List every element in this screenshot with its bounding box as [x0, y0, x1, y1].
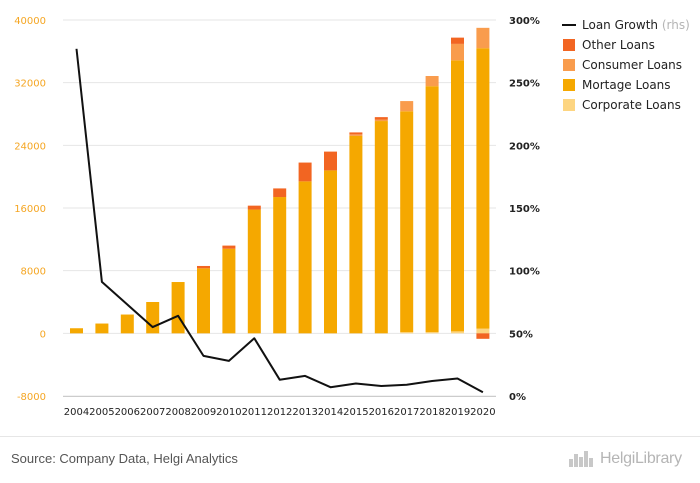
x-tick-label: 2012 — [267, 407, 292, 418]
bar-segment — [70, 328, 83, 334]
loan-growth-line — [75, 48, 484, 394]
x-tick-label: 2007 — [140, 407, 165, 418]
bar-segment — [349, 132, 363, 135]
x-tick-label: 2009 — [191, 407, 216, 418]
city-skyline-icon — [569, 451, 593, 467]
legend-color-swatch — [563, 79, 575, 91]
bar-segment — [400, 111, 414, 333]
right-tick-label: 100% — [509, 267, 540, 278]
bar-segment — [374, 121, 388, 334]
right-axis-ticks: 300% 250% 200% 150% 100% 50% 0% — [509, 16, 540, 403]
x-tick-label: 2013 — [292, 407, 317, 418]
left-tick-label: 16000 — [14, 204, 46, 215]
x-tick-label: 2017 — [394, 407, 419, 418]
legend-item: Corporate Loans — [563, 98, 681, 112]
left-tick-label: -8000 — [17, 392, 46, 403]
left-tick-label: 24000 — [14, 141, 46, 152]
bar-segment — [451, 43, 464, 61]
bar-segment — [349, 134, 363, 136]
bar-segment — [476, 48, 490, 329]
bar-segment — [451, 60, 464, 332]
left-axis-ticks: 40000 32000 24000 16000 8000 0 -8000 — [14, 16, 46, 403]
left-tick-label: 0 — [40, 329, 46, 340]
legend-note: (rhs) — [658, 18, 690, 32]
bar-segment — [247, 205, 261, 210]
source-note: Source: Company Data, Helgi Analytics — [11, 451, 238, 466]
legend-item: Loan Growth (rhs) — [562, 18, 690, 32]
right-tick-label: 150% — [509, 204, 540, 215]
x-tick-label: 2006 — [115, 407, 140, 418]
bar-segment — [400, 101, 414, 112]
bar-segment — [146, 302, 160, 334]
x-tick-label: 2010 — [216, 407, 241, 418]
bar-segment — [425, 86, 439, 333]
bar-segment — [324, 170, 337, 334]
bar-segment — [476, 328, 490, 334]
bar-segment — [197, 265, 210, 269]
legend: Loan Growth (rhs) Other Loans Consumer Loa… — [562, 18, 690, 112]
right-tick-label: 200% — [509, 141, 540, 152]
bar-segment — [425, 76, 439, 87]
right-tick-label: 250% — [509, 79, 540, 90]
x-axis-ticks: 2004 2005 2006 2007 2008 2009 2010 2011 2012 2013… — [64, 407, 496, 418]
x-tick-label: 2011 — [242, 407, 267, 418]
bar-segment — [95, 323, 109, 334]
bar-segment — [247, 209, 261, 334]
bar-segment — [349, 135, 363, 334]
legend-color-swatch — [563, 59, 575, 71]
left-tick-label: 32000 — [14, 79, 46, 90]
right-tick-label: 50% — [509, 329, 533, 340]
x-tick-label: 2016 — [369, 407, 394, 418]
bar-segment — [298, 181, 312, 334]
x-tick-label: 2005 — [89, 407, 114, 418]
x-tick-label: 2019 — [445, 407, 470, 418]
left-tick-label: 40000 — [14, 16, 46, 27]
bar-segment — [400, 332, 414, 334]
bar-segment — [222, 248, 236, 334]
bar-segment — [451, 331, 464, 334]
bar-segment — [374, 117, 388, 120]
bar-segment — [324, 151, 337, 171]
x-tick-label: 2015 — [343, 407, 368, 418]
bar-segment — [476, 333, 490, 339]
bar-segment — [298, 162, 312, 182]
legend-label: Consumer Loans — [582, 58, 682, 72]
x-tick-label: 2014 — [318, 407, 343, 418]
bar-segment — [171, 282, 185, 334]
x-tick-label: 2008 — [165, 407, 190, 418]
x-tick-label: 2020 — [470, 407, 495, 418]
helgi-logo[interactable]: HelgiLibrary — [568, 449, 682, 469]
left-tick-label: 8000 — [21, 267, 46, 278]
bar-segment — [451, 37, 464, 44]
x-tick-label: 2018 — [419, 407, 444, 418]
legend-label: Corporate Loans — [582, 98, 681, 112]
bar-segment — [425, 332, 439, 334]
legend-label: Other Loans — [582, 38, 655, 52]
legend-item: Mortage Loans — [563, 78, 671, 92]
loan-growth-line-layer — [75, 48, 484, 394]
bar-segment — [197, 268, 210, 334]
legend-item: Consumer Loans — [563, 58, 682, 72]
right-tick-label: 300% — [509, 16, 540, 27]
footer-divider — [0, 436, 700, 437]
right-tick-label: 0% — [509, 392, 526, 403]
logo-text: HelgiLibrary — [600, 450, 682, 467]
bar-stack-layer — [70, 27, 490, 339]
legend-color-swatch — [563, 39, 575, 51]
legend-label: Loan Growth (rhs) — [582, 18, 690, 32]
bar-segment — [476, 27, 490, 49]
legend-label: Mortage Loans — [582, 78, 671, 92]
x-tick-label: 2004 — [64, 407, 89, 418]
bar-segment — [120, 314, 134, 334]
bar-segment — [222, 245, 236, 249]
bar-segment — [273, 188, 287, 198]
bar-segment — [374, 119, 388, 122]
legend-color-swatch — [563, 99, 575, 111]
bar-segment — [273, 197, 287, 334]
legend-item: Other Loans — [563, 38, 655, 52]
